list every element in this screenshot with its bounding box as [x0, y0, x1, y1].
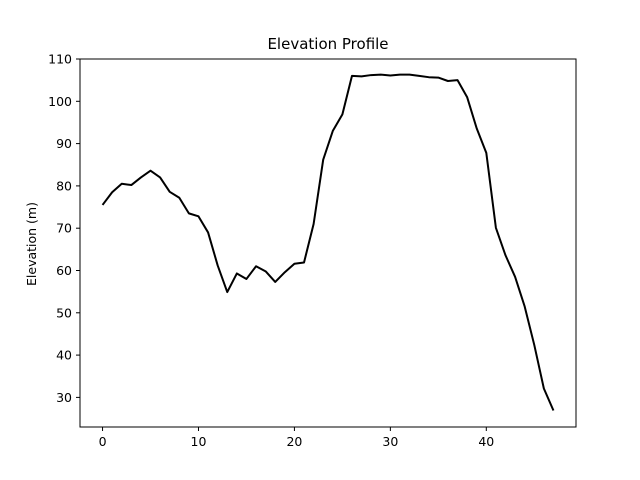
y-tick-label: 90 [56, 136, 72, 151]
y-axis-label: Elevation (m) [24, 202, 39, 286]
x-tick-label: 10 [191, 434, 207, 449]
x-tick-label: 40 [478, 434, 494, 449]
y-tick-label: 50 [56, 305, 72, 320]
y-tick-label: 40 [56, 348, 72, 363]
series-line-0 [101, 73, 555, 411]
y-tick-label: 100 [48, 94, 72, 109]
x-tick-label: 0 [99, 434, 107, 449]
plot-area: 0 10 20 30 40 30 40 50 60 70 80 90 100 110 [48, 52, 577, 449]
y-tick-label: 70 [56, 221, 72, 236]
y-tick-label: 60 [56, 263, 72, 278]
chart-title: Elevation Profile [267, 35, 388, 53]
y-tick-label: 80 [56, 178, 72, 193]
axes-frame [79, 58, 577, 428]
y-tick-label: 30 [56, 390, 72, 405]
y-tick-label: 110 [48, 52, 72, 67]
x-tick-label: 30 [382, 434, 398, 449]
x-tick-label: 20 [286, 434, 302, 449]
